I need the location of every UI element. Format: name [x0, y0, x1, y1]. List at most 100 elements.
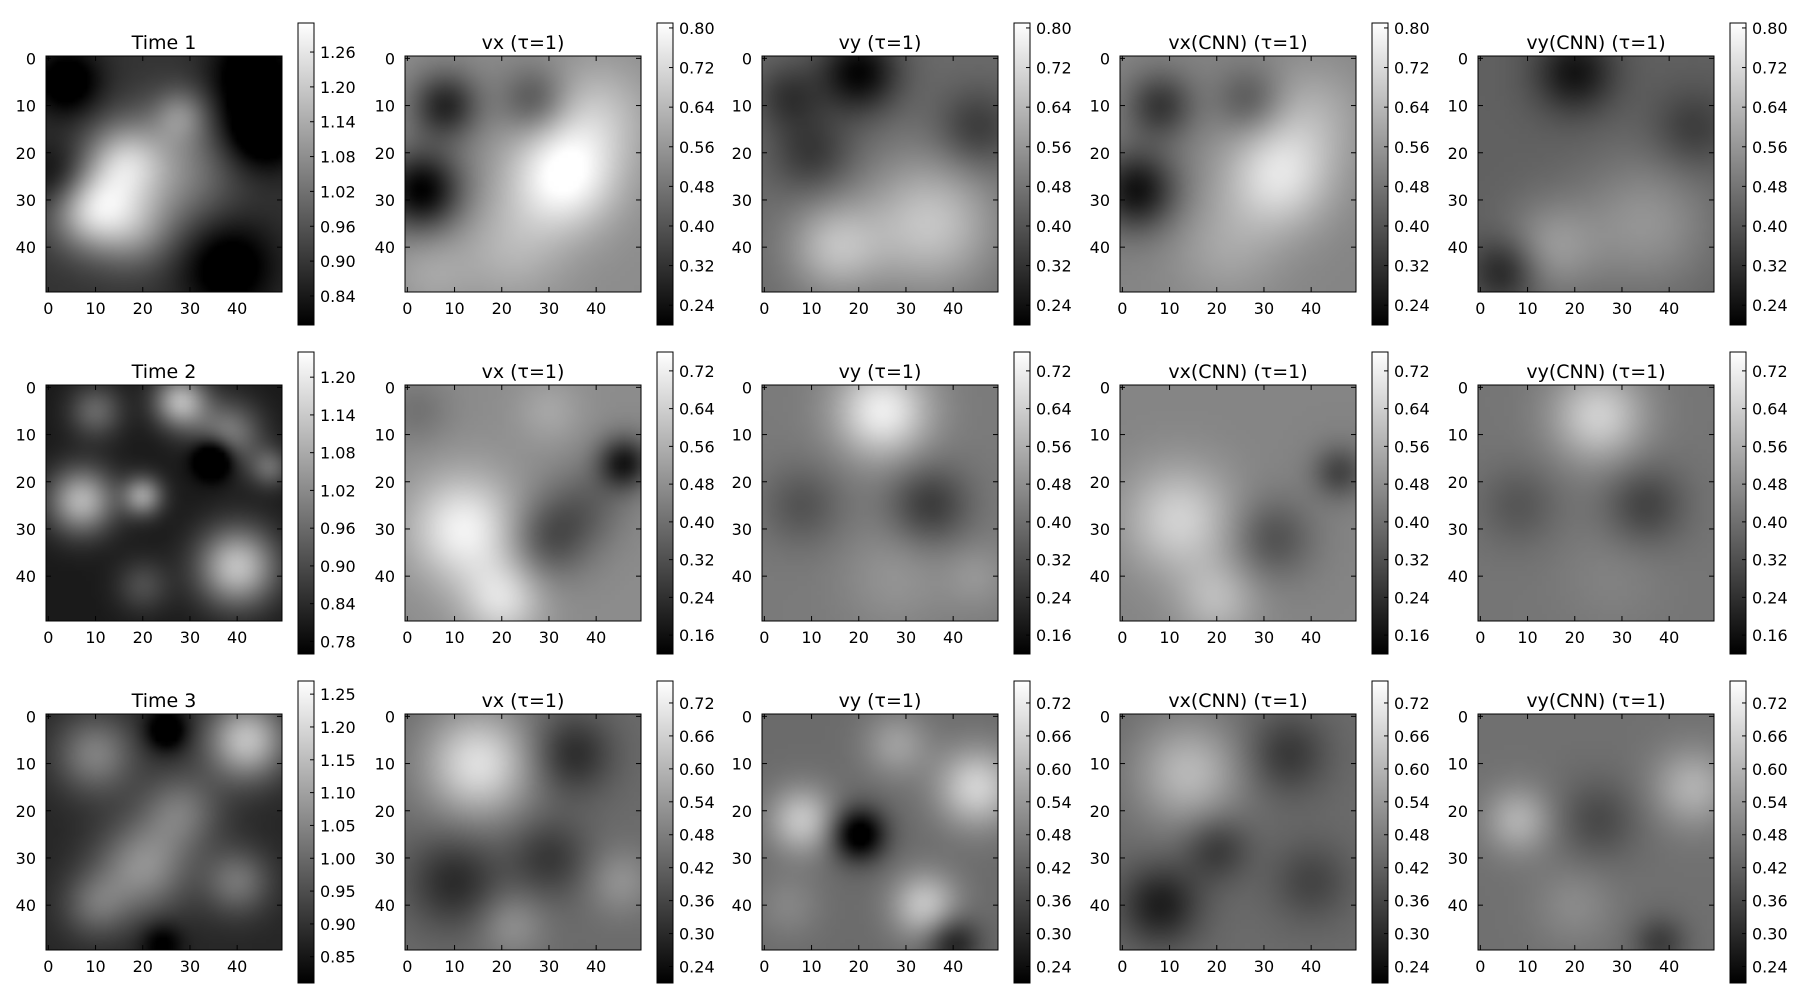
x-tick-label: 30: [539, 299, 559, 318]
x-tick-label: 10: [444, 957, 464, 976]
panel-title: vy (τ=1): [839, 690, 922, 712]
colorbar-tick-label: 0.66: [1036, 727, 1072, 746]
x-tick-label: 20: [849, 299, 869, 318]
x-tick-label: 30: [896, 957, 916, 976]
colorbar-tick-label: 0.16: [1752, 626, 1788, 645]
x-tick-label: 30: [896, 628, 916, 647]
colorbar-tick-label: 0.32: [1752, 257, 1788, 276]
colorbar-tick-label: 0.64: [679, 98, 715, 117]
colorbar-tick-label: 0.40: [1036, 513, 1072, 532]
y-tick-label: 40: [1448, 238, 1468, 257]
y-tick-label: 20: [1448, 802, 1468, 821]
colorbar: [1729, 351, 1747, 655]
y-tick-label: 0: [385, 49, 395, 68]
y-tick-label: 40: [732, 567, 752, 586]
x-tick-label: 10: [1517, 628, 1537, 647]
x-tick-label: 0: [43, 299, 53, 318]
x-tick-label: 40: [943, 957, 963, 976]
x-tick-label: 20: [1565, 299, 1585, 318]
y-tick-label: 20: [375, 473, 395, 492]
y-tick-label: 10: [732, 755, 752, 774]
x-tick-label: 30: [180, 299, 200, 318]
panel-2-1: vx (τ=1) 0 10 20 30 40 0 10 20 30 40 0.72 0.66 0.60 0.…: [375, 680, 715, 984]
y-tick-label: 10: [732, 426, 752, 445]
x-tick-label: 20: [133, 628, 153, 647]
y-tick-label: 30: [16, 520, 36, 539]
panel-1-0: Time 2 0 10 20 30 40 0 10 20 30 40 1.20 1.14 1.08 1.02…: [16, 351, 356, 655]
x-tick-label: 20: [492, 299, 512, 318]
panel-0-1: vx (τ=1) 0 10 20 30 40 0 10 20 30 40 0.80 0.72 0.64 0.…: [375, 19, 715, 326]
panel-title: vx(CNN) (τ=1): [1168, 361, 1307, 383]
colorbar-tick-label: 0.30: [1394, 925, 1430, 944]
colorbar-tick-label: 0.32: [1036, 257, 1072, 276]
colorbar-tick-label: 0.32: [1036, 551, 1072, 570]
x-tick-label: 40: [1301, 628, 1321, 647]
colorbar-tick-label: 0.42: [1036, 859, 1072, 878]
x-tick-label: 0: [759, 628, 769, 647]
x-tick-label: 40: [943, 299, 963, 318]
y-tick-label: 40: [732, 896, 752, 915]
x-tick-label: 0: [1117, 299, 1127, 318]
colorbar-tick-label: 0.56: [1036, 437, 1072, 456]
panel-1-1: vx (τ=1) 0 10 20 30 40 0 10 20 30 40 0.72 0.64 0.56 0.…: [375, 351, 715, 655]
x-tick-label: 20: [849, 957, 869, 976]
panel-0-2: vy (τ=1) 0 10 20 30 40 0 10 20 30 40 0.80 0.72 0.64 0.…: [732, 19, 1072, 326]
y-tick-label: 20: [16, 802, 36, 821]
colorbar-tick-label: 0.85: [320, 948, 356, 967]
x-tick-label: 40: [1301, 957, 1321, 976]
colorbar-tick-label: 0.95: [320, 882, 356, 901]
y-tick-label: 40: [1090, 896, 1110, 915]
y-tick-label: 0: [742, 378, 752, 397]
x-tick-label: 40: [943, 628, 963, 647]
y-tick-label: 0: [1458, 49, 1468, 68]
colorbar-tick-label: 0.54: [1036, 793, 1072, 812]
colorbar-tick-label: 0.72: [1394, 694, 1430, 713]
colorbar: [1729, 680, 1747, 984]
panel-title: vx(CNN) (τ=1): [1168, 32, 1307, 54]
x-tick-label: 20: [849, 628, 869, 647]
colorbar-tick-label: 0.72: [1752, 362, 1788, 381]
x-tick-label: 0: [1117, 957, 1127, 976]
x-tick-label: 10: [85, 299, 105, 318]
colorbar-tick-label: 0.60: [1752, 760, 1788, 779]
x-tick-label: 40: [227, 957, 247, 976]
colorbar-tick-label: 0.16: [1394, 626, 1430, 645]
x-tick-label: 10: [444, 299, 464, 318]
y-tick-label: 20: [1090, 802, 1110, 821]
y-tick-label: 20: [375, 144, 395, 163]
colorbar-tick-label: 0.40: [1752, 513, 1788, 532]
x-tick-label: 40: [227, 628, 247, 647]
colorbar-tick-label: 1.02: [320, 182, 356, 201]
colorbar-tick-label: 0.72: [1752, 59, 1788, 78]
y-tick-label: 40: [375, 567, 395, 586]
colorbar: [297, 22, 315, 326]
y-tick-label: 0: [1100, 49, 1110, 68]
x-tick-label: 30: [1612, 957, 1632, 976]
colorbar-tick-label: 0.24: [1036, 958, 1072, 977]
colorbar-tick-label: 0.40: [1394, 217, 1430, 236]
x-tick-label: 0: [759, 299, 769, 318]
colorbar-tick-label: 0.32: [679, 551, 715, 570]
colorbar: [656, 680, 674, 984]
colorbar-tick-label: 0.32: [1394, 551, 1430, 570]
y-tick-label: 0: [1100, 378, 1110, 397]
y-tick-label: 0: [385, 378, 395, 397]
x-tick-label: 0: [1475, 299, 1485, 318]
y-tick-label: 0: [26, 49, 36, 68]
panel-0-3: vx(CNN) (τ=1) 0 10 20 30 40 0 10 20 30 40 0.80 0.72 0…: [1090, 19, 1430, 326]
x-tick-label: 30: [1612, 299, 1632, 318]
y-tick-label: 40: [1090, 238, 1110, 257]
x-tick-label: 30: [180, 628, 200, 647]
y-tick-label: 10: [16, 97, 36, 116]
y-tick-label: 10: [1448, 426, 1468, 445]
colorbar-tick-label: 1.08: [320, 444, 356, 463]
x-tick-label: 20: [1207, 628, 1227, 647]
colorbar-tick-label: 0.90: [320, 915, 356, 934]
x-tick-label: 10: [801, 299, 821, 318]
colorbar-tick-label: 0.36: [679, 892, 715, 911]
y-tick-label: 10: [1090, 97, 1110, 116]
colorbar-tick-label: 0.72: [1394, 362, 1430, 381]
colorbar: [656, 22, 674, 326]
y-tick-label: 0: [385, 707, 395, 726]
y-tick-label: 40: [16, 567, 36, 586]
